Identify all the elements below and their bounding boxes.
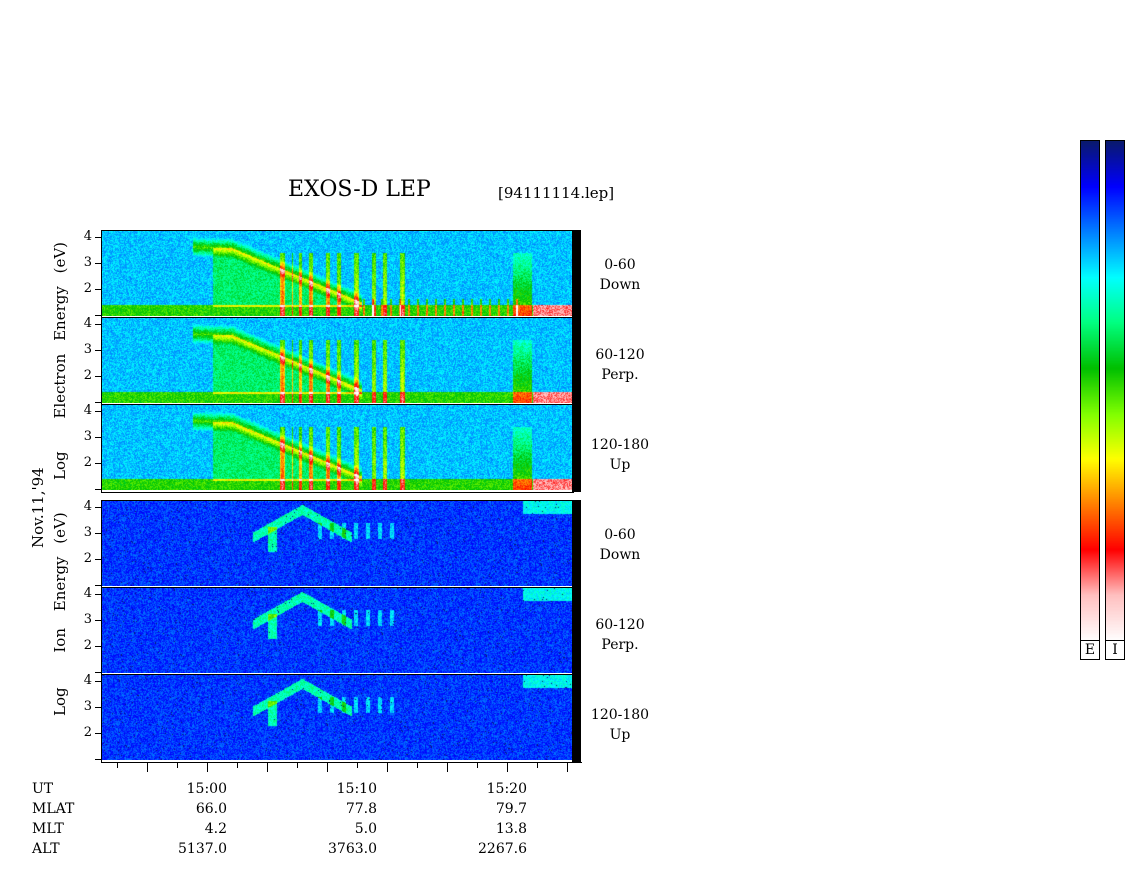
x-tick-mark [327,762,328,772]
y-tick-label: 3 [83,255,92,271]
x-tick-mark [147,762,148,772]
y-tick-mark [95,437,101,439]
y-tick-label: 4 [83,316,92,332]
mlat-value: 79.7 [495,801,527,817]
x-tick-mark [207,762,208,772]
y-tick-mark [95,620,101,622]
x-axis [101,762,582,774]
row-label-ut: UT [32,781,54,797]
y-tick-mark [95,594,101,596]
x-tick-label: 15:00 [186,781,227,797]
mlt-value: 13.8 [495,821,527,837]
alt-value: 2267.6 [478,841,527,857]
ion-down-panel [101,500,574,589]
y-tick-mark [95,759,101,760]
y-tick-mark [95,237,101,239]
x-tick-mark [237,762,238,768]
mlt-value: 4.2 [204,821,227,837]
ion-colorbar: I [1105,140,1125,660]
y-tick-label: 4 [83,673,92,689]
data-gap-bar [572,500,581,762]
x-tick-mark [357,762,358,768]
electron-perp-panel [101,317,574,406]
y-tick-label: 4 [83,403,92,419]
ion-axis-label: Log Ion Energy (eV) [51,512,69,716]
electron-colorbar: E [1080,140,1100,660]
y-tick-label: 4 [83,499,92,515]
x-tick-mark [417,762,418,768]
y-tick-label: 3 [83,429,92,445]
y-tick-label: 4 [83,229,92,245]
y-tick-label: 2 [83,455,92,471]
panel-tag: 0-60 Down [599,257,641,293]
panel-tag: 120-180 Up [590,437,650,473]
x-tick-mark [117,762,118,768]
y-tick-mark [95,402,101,403]
y-tick-mark [95,533,101,535]
panel-tag: 120-180 Up [590,707,650,743]
date-label: Nov.11,'94 [29,467,47,548]
y-tick-mark [95,507,101,509]
electron-up-panel [101,404,574,493]
x-tick-mark [537,762,538,768]
ion-perp-panel [101,587,574,676]
data-gap-bar [572,230,581,492]
panel-tag: 60-120 Perp. [595,347,645,383]
panel-tag: 60-120 Perp. [595,617,645,653]
y-tick-mark [95,263,101,265]
ion-up-panel [101,674,574,763]
y-tick-mark [95,411,101,413]
y-tick-mark [95,646,101,648]
y-tick-label: 2 [83,638,92,654]
row-label-mlt: MLT [32,821,64,837]
electron-axis-label: Log Electron Energy (eV) [51,241,69,480]
y-tick-label: 3 [83,525,92,541]
panel-tag: 0-60 Down [599,527,641,563]
x-tick-mark [267,762,268,772]
colorbar-label: E [1081,640,1099,659]
y-tick-mark [95,489,101,490]
y-tick-mark [95,585,101,586]
y-tick-label: 2 [83,725,92,741]
row-label-alt: ALT [32,841,60,857]
file-name: [94111114.lep] [498,184,615,202]
x-tick-mark [477,762,478,768]
x-tick-mark [507,762,508,772]
y-tick-mark [95,463,101,465]
mlt-value: 5.0 [354,821,377,837]
y-tick-label: 3 [83,342,92,358]
y-tick-mark [95,289,101,291]
y-tick-mark [95,733,101,735]
chart-title: EXOS-D LEP [288,177,431,202]
x-tick-mark [387,762,388,772]
x-tick-mark [447,762,448,772]
alt-value: 3763.0 [328,841,377,857]
y-tick-label: 3 [83,699,92,715]
y-tick-mark [95,559,101,561]
x-tick-mark [297,762,298,768]
x-tick-mark [177,762,178,768]
y-tick-mark [95,681,101,683]
y-tick-mark [95,315,101,316]
y-tick-mark [95,350,101,352]
x-tick-label: 15:20 [486,781,527,797]
mlat-value: 66.0 [195,801,227,817]
y-tick-mark [95,672,101,673]
x-tick-label: 15:10 [336,781,377,797]
alt-value: 5137.0 [178,841,227,857]
y-tick-label: 4 [83,586,92,602]
colorbar-label: I [1106,640,1124,659]
y-tick-mark [95,376,101,378]
row-label-mlat: MLAT [32,801,75,817]
mlat-value: 77.8 [345,801,377,817]
y-tick-label: 3 [83,612,92,628]
y-tick-label: 2 [83,551,92,567]
y-tick-mark [95,324,101,326]
y-tick-label: 2 [83,368,92,384]
x-tick-mark [567,762,568,772]
y-tick-mark [95,707,101,709]
y-tick-label: 2 [83,281,92,297]
electron-down-panel [101,230,574,319]
